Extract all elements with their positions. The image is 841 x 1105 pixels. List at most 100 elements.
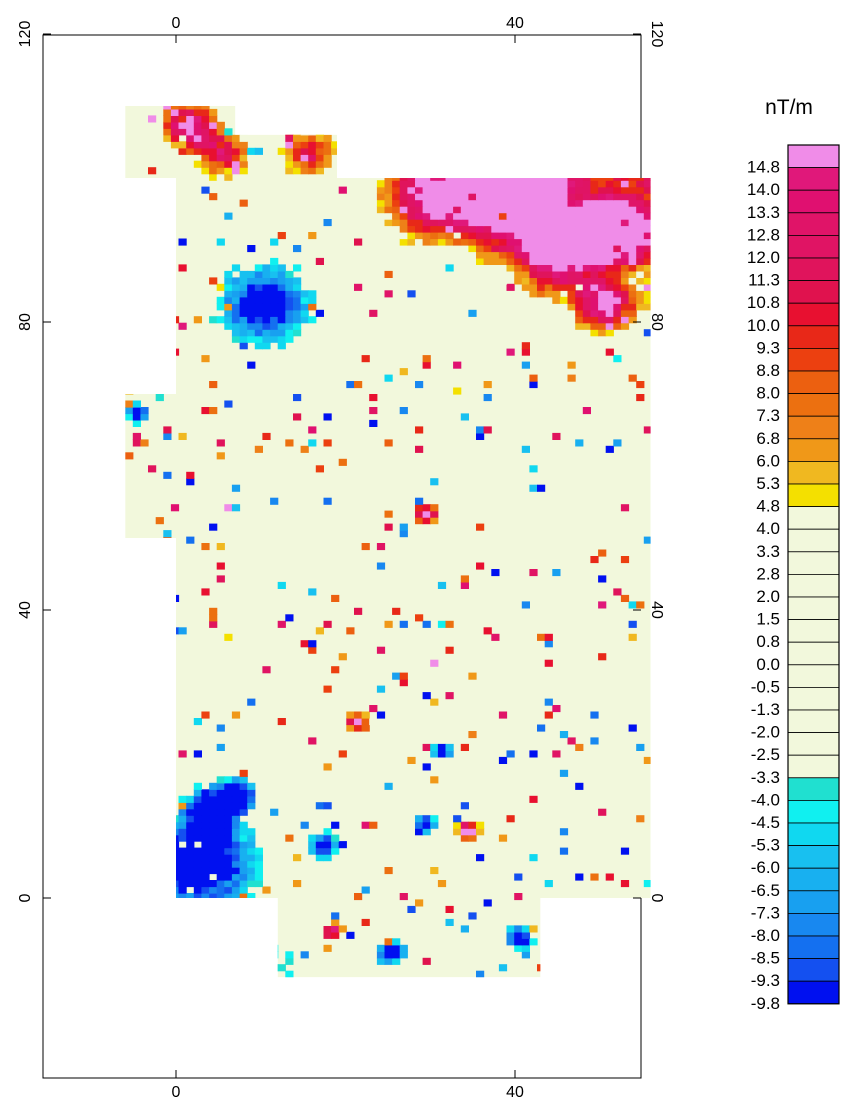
field-cell: [575, 147, 584, 155]
field-cell: [239, 847, 248, 855]
field-cell: [209, 614, 218, 622]
field-cell: [338, 841, 347, 849]
field-cell: [575, 160, 584, 168]
field-cell: [575, 121, 584, 129]
field-cell: [422, 219, 431, 227]
field-cell: [605, 128, 614, 136]
field-cell: [590, 257, 599, 265]
field-cell: [498, 199, 508, 207]
field-cell: [476, 225, 485, 233]
field-cell: [155, 886, 164, 894]
field-cell: [590, 238, 599, 246]
field-cell: [209, 115, 218, 123]
field-cell: [231, 957, 241, 965]
field-cell: [483, 238, 492, 246]
field-cell: [636, 160, 645, 168]
field-cell: [224, 905, 233, 913]
field-cell: [605, 186, 614, 194]
field-cell: [537, 283, 546, 291]
field-cell: [529, 925, 538, 933]
field-cell: [445, 115, 454, 123]
field-cell: [491, 115, 500, 123]
field-cell: [521, 238, 530, 246]
field-cell: [643, 199, 651, 207]
field-cell: [163, 426, 172, 434]
field-cell: [315, 134, 324, 142]
field-cell: [140, 413, 149, 421]
field-cell: [224, 782, 233, 790]
colorbar-label: 4.0: [756, 519, 780, 538]
field-cell: [239, 860, 248, 868]
field-cell: [598, 154, 607, 162]
field-cell: [567, 147, 576, 155]
field-cell: [155, 938, 164, 946]
field-cell: [483, 128, 492, 136]
field-cell: [323, 944, 332, 952]
field-cell: [125, 964, 134, 972]
field-cell: [170, 944, 180, 952]
field-cell: [590, 206, 599, 214]
field-cell: [399, 672, 408, 680]
field-cell: [582, 316, 591, 324]
field-cell: [559, 251, 569, 259]
field-cell: [285, 951, 294, 959]
field-cell: [178, 802, 187, 810]
field-cell: [155, 873, 164, 881]
field-cell: [537, 128, 546, 136]
field-cell: [483, 899, 492, 907]
field-cell: [529, 193, 538, 201]
field-cell: [392, 225, 401, 233]
field-cell: [521, 186, 530, 194]
field-cell: [430, 659, 439, 667]
field-cell: [643, 303, 651, 311]
field-cell: [178, 821, 187, 829]
field-cell: [544, 277, 553, 285]
colorbar-label: 4.8: [756, 497, 780, 516]
field-cell: [445, 106, 454, 110]
field-cell: [170, 931, 180, 939]
field-cell: [598, 206, 607, 214]
field-cell: [643, 880, 651, 888]
field-cell: [270, 270, 279, 278]
field-cell: [628, 232, 637, 240]
field-cell: [613, 238, 622, 246]
field-cell: [445, 141, 454, 149]
field-cell: [163, 108, 172, 116]
field-cell: [361, 711, 370, 719]
x-tick-label-bottom: 40: [506, 1084, 524, 1101]
field-cell: [384, 290, 393, 298]
field-cell: [643, 309, 651, 317]
field-cell: [567, 283, 576, 291]
field-cell: [430, 867, 439, 875]
field-cell: [636, 225, 645, 233]
field-cell: [239, 957, 248, 965]
field-cell: [239, 147, 248, 155]
field-cell: [140, 854, 149, 862]
field-cell: [178, 106, 187, 110]
field-cell: [125, 400, 134, 408]
field-cell: [430, 743, 439, 751]
field-cell: [598, 225, 607, 233]
field-cell: [392, 206, 401, 214]
field-cell: [628, 296, 637, 304]
field-cell: [422, 173, 431, 181]
field-cell: [140, 899, 149, 907]
field-cell: [498, 167, 508, 175]
field-cell: [628, 964, 637, 972]
field-cell: [132, 419, 141, 427]
field-cell: [430, 238, 439, 246]
field-cell: [613, 257, 622, 265]
field-cell: [186, 964, 195, 972]
field-cell: [529, 128, 538, 136]
field-cell: [521, 154, 530, 162]
field-cell: [605, 121, 614, 129]
colorbar-swatch: [787, 913, 840, 937]
field-cell: [567, 737, 576, 745]
field-cell: [605, 296, 614, 304]
colorbar-swatch: [787, 280, 840, 304]
field-cell: [437, 160, 447, 168]
field-cell: [559, 257, 569, 265]
field-cell: [590, 290, 599, 298]
field-cell: [270, 329, 279, 337]
field-cell: [148, 925, 157, 933]
